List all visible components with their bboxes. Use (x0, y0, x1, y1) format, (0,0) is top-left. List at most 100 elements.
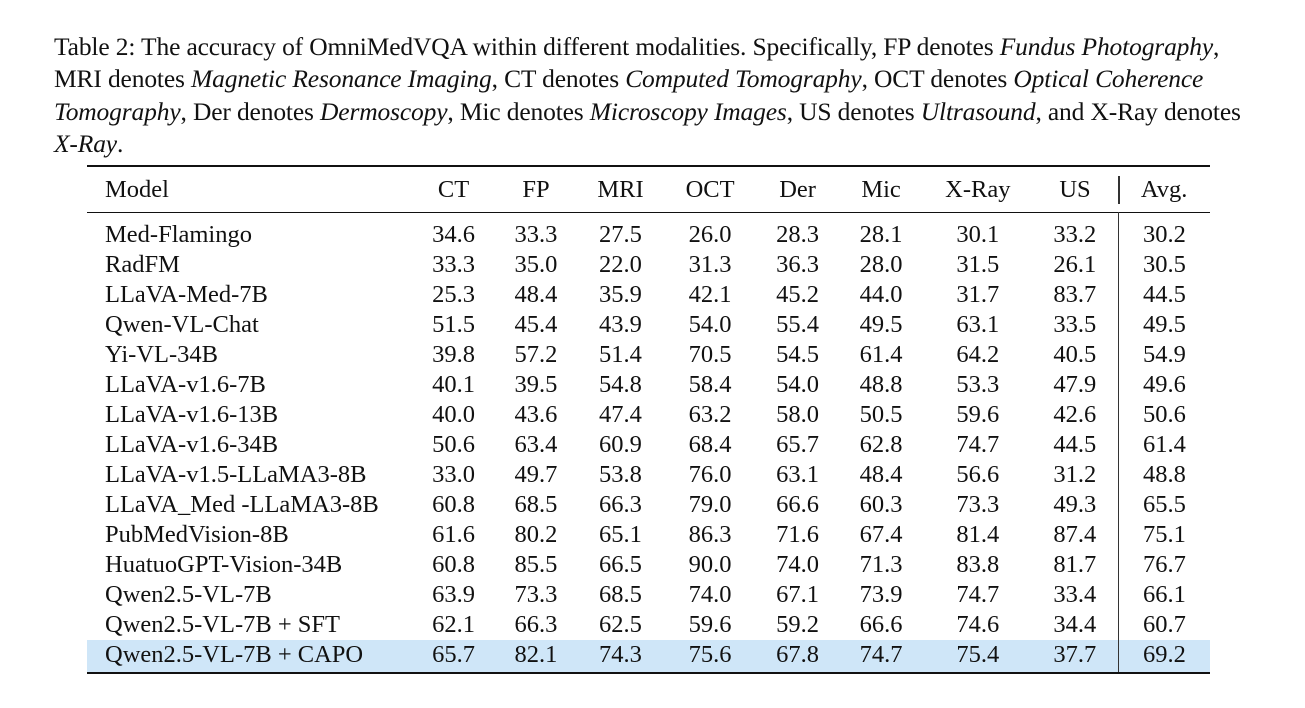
model-name-cell: LLaVA-v1.6-34B (105, 431, 279, 458)
score-cell: 62.1 (432, 611, 475, 638)
caption-text: , US denotes (786, 96, 921, 126)
score-cell: 63.1 (956, 311, 1000, 338)
score-cell: 70.5 (688, 341, 732, 368)
score-cell: 33.3 (432, 251, 475, 278)
score-cell: 40.0 (432, 401, 475, 428)
score-cell: 39.5 (514, 371, 558, 398)
table-row: Qwen2.5-VL-7B + CAPO 65.7 82.1 74.3 75.6 67.8… (87, 640, 1210, 673)
score-cell: 54.0 (688, 311, 732, 338)
score-cell: 82.1 (494, 640, 578, 673)
score-cell: 35.9 (599, 281, 642, 308)
model-name-cell: HuatuoGPT-Vision-34B (105, 551, 343, 578)
average-cell: 44.5 (1117, 280, 1210, 310)
score-cell: 67.4 (859, 521, 903, 548)
score-cell: 68.4 (688, 431, 732, 458)
average-cell: 49.5 (1117, 310, 1210, 340)
table-row: LLaVA_Med -LLaMA3-8B 60.8 68.5 66.3 79.0 66.6… (87, 490, 1210, 520)
caption-text: , Der denotes (180, 96, 321, 126)
caption-term-xray: X-Ray (54, 128, 117, 158)
score-cell: 33.3 (514, 221, 558, 248)
score-cell: 35.0 (514, 251, 558, 278)
model-name-cell: LLaVA-v1.6-7B (105, 371, 266, 398)
score-cell: 27.5 (599, 221, 642, 248)
score-cell: 63.2 (688, 401, 732, 428)
score-cell: 33.2 (1053, 221, 1097, 248)
header-ct: CT (437, 176, 470, 203)
score-cell: 40.1 (432, 371, 475, 398)
caption-term-oct: Optical Coherence Tomography (54, 64, 1204, 126)
header-us: US (1059, 176, 1091, 203)
model-name-cell: LLaVA-Med-7B (105, 281, 268, 308)
score-cell: 49.3 (1053, 491, 1097, 518)
model-name-cell: LLaVA-v1.5-LLaMA3-8B (105, 461, 367, 488)
table-caption: Table 2: The accuracy of OmniMedVQA with… (54, 31, 1254, 160)
score-cell: 74.6 (956, 611, 1000, 638)
average-cell: 30.2 (1117, 212, 1210, 250)
score-cell: 37.7 (1031, 640, 1119, 673)
model-name-cell: Qwen2.5-VL-7B + CAPO (87, 640, 413, 673)
caption-text: Table 2: The accuracy of OmniMedVQA with… (54, 32, 1000, 61)
average-cell: 60.7 (1117, 610, 1210, 640)
column-separator (1118, 176, 1120, 204)
caption-term-ct: Computed Tomography (625, 64, 862, 94)
score-cell: 54.5 (776, 341, 820, 368)
score-cell: 71.6 (776, 521, 820, 548)
score-cell: 65.7 (412, 640, 495, 673)
score-cell: 47.9 (1053, 371, 1097, 398)
table-row: HuatuoGPT-Vision-34B 60.8 85.5 66.5 90.0 74.0… (87, 550, 1210, 580)
score-cell: 66.3 (514, 611, 558, 638)
score-cell: 31.2 (1053, 461, 1097, 488)
score-cell: 42.6 (1053, 401, 1097, 428)
table-row: PubMedVision-8B 61.6 80.2 65.1 86.3 71.6 67.4 8… (87, 520, 1210, 550)
average-cell: 30.5 (1117, 250, 1210, 280)
score-cell: 62.8 (859, 431, 903, 458)
model-name-cell: Qwen2.5-VL-7B (105, 581, 272, 608)
score-cell: 63.4 (514, 431, 558, 458)
model-name-cell: LLaVA-v1.6-13B (105, 401, 279, 428)
score-cell: 61.4 (859, 341, 903, 368)
score-cell: 53.8 (599, 461, 642, 488)
score-cell: 49.7 (514, 461, 558, 488)
score-cell: 74.0 (688, 581, 732, 608)
score-cell: 58.4 (688, 371, 732, 398)
score-cell: 66.3 (599, 491, 642, 518)
score-cell: 65.1 (599, 521, 642, 548)
caption-text: . (116, 128, 124, 158)
score-cell: 34.4 (1053, 611, 1097, 638)
score-cell: 54.0 (776, 371, 820, 398)
score-cell: 43.6 (514, 401, 558, 428)
score-cell: 44.0 (859, 281, 903, 308)
score-cell: 73.9 (859, 581, 903, 608)
score-cell: 56.6 (956, 461, 1000, 488)
table-row: Qwen2.5-VL-7B + SFT 62.1 66.3 62.5 59.6 59.2 6… (87, 610, 1210, 640)
score-cell: 81.7 (1053, 551, 1097, 578)
score-cell: 51.5 (432, 311, 475, 338)
score-cell: 26.0 (688, 221, 732, 248)
score-cell: 43.9 (599, 311, 642, 338)
caption-term-fp: Fundus Photography (999, 32, 1214, 61)
table-row: LLaVA-v1.6-34B 50.6 63.4 60.9 68.4 65.7 62.8 74… (87, 430, 1210, 460)
score-cell: 44.5 (1053, 431, 1097, 458)
model-name-cell: Qwen2.5-VL-7B + SFT (105, 611, 340, 638)
score-cell: 81.4 (956, 521, 1000, 548)
model-name-cell: Yi-VL-34B (105, 341, 218, 368)
caption-term-us: Ultrasound (920, 96, 1036, 126)
header-avg-label: Avg. (1140, 176, 1188, 203)
results-table: Model CT FP MRI OCT Der Mic X-Ray US Avg… (87, 165, 1210, 674)
header-fp: FP (522, 176, 550, 203)
table-row: Yi-VL-34B 39.8 57.2 51.4 70.5 54.5 61.4 64.2 40.… (87, 340, 1210, 370)
score-cell: 57.2 (514, 341, 558, 368)
caption-text: , MRI denotes (54, 32, 1220, 94)
score-cell: 59.6 (956, 401, 1000, 428)
score-cell: 73.3 (514, 581, 558, 608)
score-cell: 75.6 (663, 640, 757, 673)
score-cell: 49.5 (859, 311, 903, 338)
table-row: LLaVA-Med-7B 25.3 48.4 35.9 42.1 45.2 44.0 31.7… (87, 280, 1210, 310)
caption-text: , Mic denotes (447, 96, 590, 126)
score-cell: 68.5 (514, 491, 558, 518)
score-cell: 36.3 (776, 251, 820, 278)
score-cell: 48.4 (859, 461, 903, 488)
score-cell: 45.4 (514, 311, 558, 338)
model-name-cell: PubMedVision-8B (105, 521, 289, 548)
average-cell: 69.2 (1117, 640, 1210, 673)
